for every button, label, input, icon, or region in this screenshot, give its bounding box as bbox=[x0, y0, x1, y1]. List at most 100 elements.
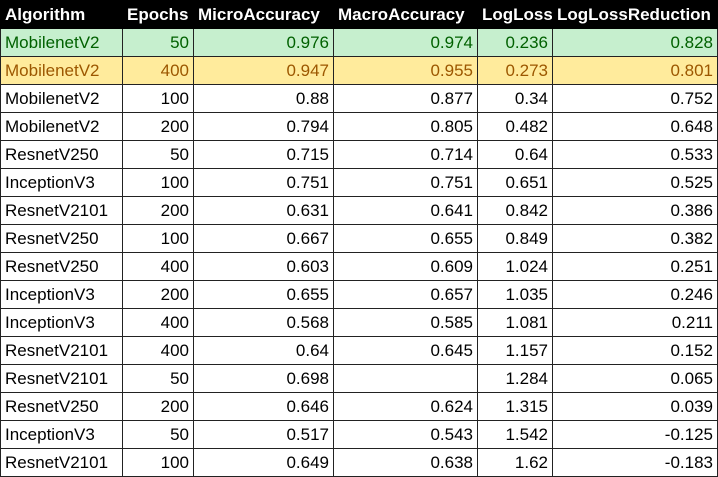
table-cell: 0.714 bbox=[333, 140, 478, 169]
table-cell: 1.157 bbox=[477, 336, 553, 365]
column-header: MacroAccuracy bbox=[333, 0, 478, 29]
table-cell: 0.631 bbox=[193, 196, 334, 225]
table-cell: 0.828 bbox=[552, 28, 718, 57]
table-cell: 0.976 bbox=[193, 28, 334, 57]
table-cell: MobilenetV2 bbox=[0, 28, 123, 57]
table-cell: 0.525 bbox=[552, 168, 718, 197]
table-cell: 100 bbox=[122, 84, 194, 113]
table-cell: 0.751 bbox=[193, 168, 334, 197]
column-header: MicroAccuracy bbox=[193, 0, 334, 29]
table-cell: 0.877 bbox=[333, 84, 478, 113]
table-cell: 0.533 bbox=[552, 140, 718, 169]
table-cell: ResnetV250 bbox=[0, 252, 123, 281]
table-cell: 0.568 bbox=[193, 308, 334, 337]
table-cell: 200 bbox=[122, 280, 194, 309]
table-cell: ResnetV2101 bbox=[0, 448, 123, 477]
column-header: Epochs bbox=[122, 0, 194, 29]
table-row: ResnetV2101 50 0.698 1.284 0.065 bbox=[0, 364, 718, 393]
table-cell: 0.638 bbox=[333, 448, 478, 477]
table-cell: 1.284 bbox=[477, 364, 553, 393]
table-cell: MobilenetV2 bbox=[0, 112, 123, 141]
table-cell: 0.543 bbox=[333, 420, 478, 449]
table-cell: 1.081 bbox=[477, 308, 553, 337]
table-row: MobilenetV2 400 0.947 0.955 0.273 0.801 bbox=[0, 56, 718, 85]
table-cell: 1.024 bbox=[477, 252, 553, 281]
table-cell: 0.751 bbox=[333, 168, 478, 197]
table-cell: InceptionV3 bbox=[0, 168, 123, 197]
column-header: Algorithm bbox=[0, 0, 123, 29]
table-cell: 400 bbox=[122, 56, 194, 85]
table-cell: 0.88 bbox=[193, 84, 334, 113]
table-cell: 0.955 bbox=[333, 56, 478, 85]
table-cell: -0.125 bbox=[552, 420, 718, 449]
table-cell: 0.715 bbox=[193, 140, 334, 169]
table-cell: 400 bbox=[122, 252, 194, 281]
table-row: ResnetV250 200 0.646 0.624 1.315 0.039 bbox=[0, 392, 718, 421]
table-cell: -0.183 bbox=[552, 448, 718, 477]
empty-cell bbox=[333, 364, 478, 393]
table-cell: 200 bbox=[122, 392, 194, 421]
table-cell: 50 bbox=[122, 28, 194, 57]
table-cell: 0.251 bbox=[552, 252, 718, 281]
column-header: LogLoss bbox=[477, 0, 553, 29]
table-cell: ResnetV250 bbox=[0, 140, 123, 169]
table-cell: InceptionV3 bbox=[0, 308, 123, 337]
table-cell: 0.609 bbox=[333, 252, 478, 281]
table-cell: 0.517 bbox=[193, 420, 334, 449]
table-cell: 0.152 bbox=[552, 336, 718, 365]
table-row: ResnetV250 50 0.715 0.714 0.64 0.533 bbox=[0, 140, 718, 169]
table-cell: MobilenetV2 bbox=[0, 56, 123, 85]
table-cell: 0.849 bbox=[477, 224, 553, 253]
table-cell: 400 bbox=[122, 336, 194, 365]
table-cell: 0.585 bbox=[333, 308, 478, 337]
table-row: MobilenetV2 100 0.88 0.877 0.34 0.752 bbox=[0, 84, 718, 113]
table-cell: 0.698 bbox=[193, 364, 334, 393]
table-cell: 0.386 bbox=[552, 196, 718, 225]
table-cell: 0.752 bbox=[552, 84, 718, 113]
table-row: ResnetV2101 100 0.649 0.638 1.62 -0.183 bbox=[0, 448, 718, 477]
table-cell: 100 bbox=[122, 448, 194, 477]
table-cell: 0.974 bbox=[333, 28, 478, 57]
table-cell: 50 bbox=[122, 140, 194, 169]
table-cell: 0.641 bbox=[333, 196, 478, 225]
table-cell: InceptionV3 bbox=[0, 280, 123, 309]
table-cell: 0.655 bbox=[333, 224, 478, 253]
table-cell: 200 bbox=[122, 196, 194, 225]
table-cell: 0.039 bbox=[552, 392, 718, 421]
table-row: ResnetV250 100 0.667 0.655 0.849 0.382 bbox=[0, 224, 718, 253]
table-cell: 400 bbox=[122, 308, 194, 337]
table-row: ResnetV2101 400 0.64 0.645 1.157 0.152 bbox=[0, 336, 718, 365]
table-cell: 0.842 bbox=[477, 196, 553, 225]
table-cell: 0.382 bbox=[552, 224, 718, 253]
table-cell: 0.801 bbox=[552, 56, 718, 85]
table-cell: 50 bbox=[122, 364, 194, 393]
table-cell: 200 bbox=[122, 112, 194, 141]
table-cell: 100 bbox=[122, 224, 194, 253]
table-row: MobilenetV2 200 0.794 0.805 0.482 0.648 bbox=[0, 112, 718, 141]
table-cell: 0.651 bbox=[477, 168, 553, 197]
table-cell: 0.64 bbox=[193, 336, 334, 365]
table-cell: 0.273 bbox=[477, 56, 553, 85]
table-cell: 0.34 bbox=[477, 84, 553, 113]
table-cell: 50 bbox=[122, 420, 194, 449]
table-cell: 0.236 bbox=[477, 28, 553, 57]
table-cell: 1.542 bbox=[477, 420, 553, 449]
table-cell: 0.667 bbox=[193, 224, 334, 253]
table-cell: 0.065 bbox=[552, 364, 718, 393]
table-cell: 0.64 bbox=[477, 140, 553, 169]
table-cell: 1.62 bbox=[477, 448, 553, 477]
table-cell: 1.315 bbox=[477, 392, 553, 421]
table-cell: ResnetV2101 bbox=[0, 336, 123, 365]
table-cell: 0.648 bbox=[552, 112, 718, 141]
table-row: InceptionV3 50 0.517 0.543 1.542 -0.125 bbox=[0, 420, 718, 449]
table-cell: 0.805 bbox=[333, 112, 478, 141]
table-row: MobilenetV2 50 0.976 0.974 0.236 0.828 bbox=[0, 28, 718, 57]
table-cell: 0.211 bbox=[552, 308, 718, 337]
table-row: InceptionV3 100 0.751 0.751 0.651 0.525 bbox=[0, 168, 718, 197]
table-cell: 0.646 bbox=[193, 392, 334, 421]
table-cell: 0.603 bbox=[193, 252, 334, 281]
table-cell: ResnetV2101 bbox=[0, 364, 123, 393]
header-row: Algorithm Epochs MicroAccuracy MacroAccurac… bbox=[0, 0, 718, 29]
table-row: InceptionV3 400 0.568 0.585 1.081 0.211 bbox=[0, 308, 718, 337]
